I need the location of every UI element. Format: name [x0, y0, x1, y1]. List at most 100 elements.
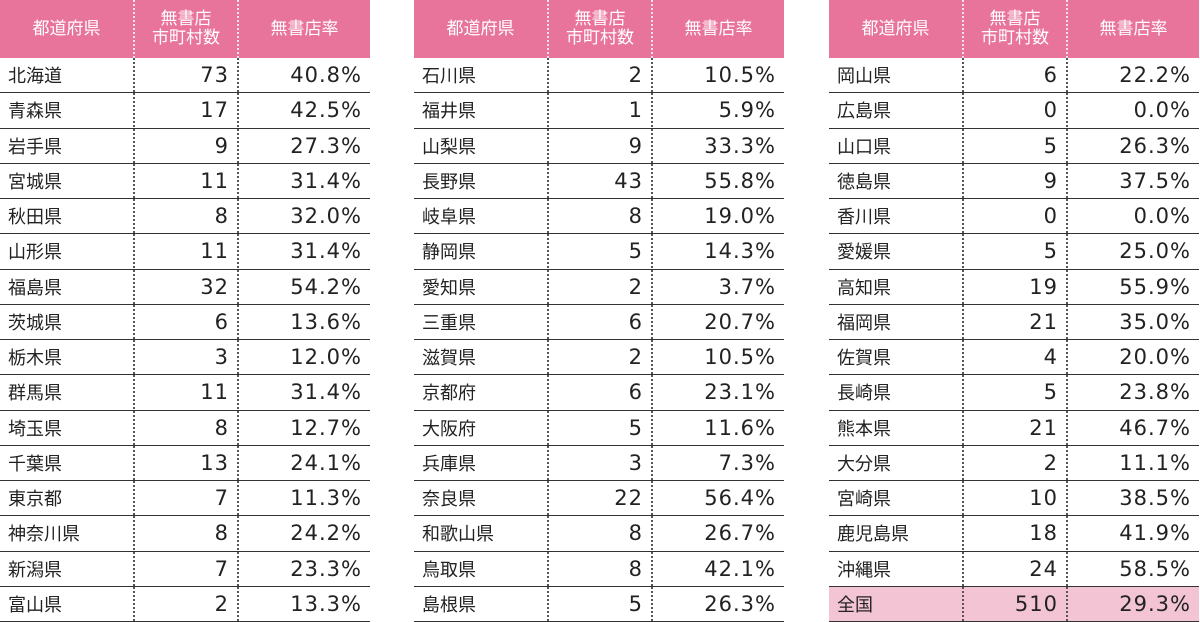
rate: 46.7%	[1066, 410, 1199, 445]
prefecture: 千葉県	[8, 453, 62, 475]
rate: 3.7%	[651, 269, 784, 304]
header-cell: 無書店率	[1066, 0, 1199, 58]
prefecture: 大阪府	[422, 418, 476, 440]
count: 5	[962, 234, 1066, 269]
prefecture: 徳島県	[837, 171, 891, 193]
rate: 58.5%	[1066, 551, 1199, 586]
count: 6	[547, 304, 651, 339]
prefecture: 京都府	[422, 383, 476, 405]
prefecture: 宮崎県	[837, 489, 891, 510]
prefecture: 青森県	[8, 101, 62, 123]
prefecture: 栃木県	[8, 348, 62, 369]
rate: 11.1%	[1066, 445, 1199, 480]
rate: 19.0%	[651, 199, 784, 233]
table: 都道府県 無書店 市町村数 無書店率 北海道 73 40.8% 青森県 17 42.5% 岩手県 9…	[0, 0, 370, 622]
rate: 24.1%	[237, 445, 370, 480]
rate: 40.8%	[237, 58, 370, 92]
count: 8	[547, 551, 651, 586]
count: 18	[962, 516, 1066, 551]
count: 1	[547, 93, 651, 128]
rate: 42.5%	[237, 93, 370, 128]
table-row: 山梨県 9 33.3%	[414, 128, 784, 164]
rate: 26.3%	[1066, 128, 1199, 163]
rate: 11.3%	[237, 481, 370, 515]
table-row: 徳島県 9 37.5%	[829, 163, 1199, 199]
table-row: 広島県 0 0.0%	[829, 93, 1199, 129]
header-cell: 都道府県	[32, 18, 101, 39]
prefecture: 和歌山県	[422, 524, 494, 546]
table-row: 沖縄県 24 58.5%	[829, 551, 1199, 587]
count: 6	[962, 58, 1066, 92]
table-row: 岡山県 6 22.2%	[829, 58, 1199, 94]
rate: 55.8%	[651, 163, 784, 198]
rate: 37.5%	[1066, 163, 1199, 198]
table-row: 大分県 2 11.1%	[829, 445, 1199, 481]
table-row: 福井県 1 5.9%	[414, 93, 784, 129]
rate: 23.3%	[237, 551, 370, 586]
count: 8	[133, 199, 237, 233]
table-row: 岩手県 9 27.3%	[0, 128, 370, 164]
count: 5	[547, 234, 651, 269]
prefecture: 新潟県	[8, 559, 62, 581]
table-row: 和歌山県 8 26.7%	[414, 516, 784, 552]
count: 5	[962, 128, 1066, 163]
rate: 0.0%	[1066, 199, 1199, 233]
count: 9	[962, 163, 1066, 198]
rate: 10.5%	[651, 58, 784, 92]
table-row: 長野県 43 55.8%	[414, 163, 784, 199]
table-row: 佐賀県 4 20.0%	[829, 340, 1199, 376]
rate: 54.2%	[237, 269, 370, 304]
count: 2	[547, 58, 651, 92]
rate: 27.3%	[237, 128, 370, 163]
count: 43	[547, 163, 651, 198]
prefecture: 北海道	[8, 66, 62, 87]
header-cell: 無書店率	[651, 0, 784, 58]
table-row: 神奈川県 8 24.2%	[0, 516, 370, 552]
prefecture: 岡山県	[837, 66, 891, 87]
table-row: 千葉県 13 24.1%	[0, 445, 370, 481]
table-header: 都道府県 無書店 市町村数 無書店率	[0, 0, 370, 58]
header-cell: 無書店 市町村数	[133, 0, 237, 58]
rate: 23.1%	[651, 375, 784, 410]
prefecture: 山梨県	[422, 136, 476, 158]
rate: 12.0%	[237, 340, 370, 374]
table-row: 愛知県 2 3.7%	[414, 269, 784, 305]
table-row: 北海道 73 40.8%	[0, 58, 370, 94]
header-cell: 都道府県	[861, 18, 930, 39]
prefecture: 沖縄県	[837, 559, 891, 581]
rate: 20.0%	[1066, 340, 1199, 374]
prefecture: 福井県	[422, 101, 476, 123]
count: 11	[133, 163, 237, 198]
prefecture: 石川県	[422, 66, 476, 87]
table-row: 群馬県 11 31.4%	[0, 375, 370, 411]
rate: 38.5%	[1066, 481, 1199, 515]
count: 510	[962, 586, 1066, 621]
prefecture: 熊本県	[837, 418, 891, 440]
count: 8	[133, 410, 237, 445]
count: 7	[133, 551, 237, 586]
table-row: 大阪府 5 11.6%	[414, 410, 784, 446]
count: 2	[133, 586, 237, 621]
rate: 14.3%	[651, 234, 784, 269]
prefecture: 山口県	[837, 136, 891, 158]
prefecture: 茨城県	[8, 312, 62, 334]
rate: 55.9%	[1066, 269, 1199, 304]
table-row: 山形県 11 31.4%	[0, 234, 370, 270]
prefecture: 島根県	[422, 594, 476, 616]
table-row: 宮城県 11 31.4%	[0, 163, 370, 199]
table-row: 高知県 19 55.9%	[829, 269, 1199, 305]
count: 73	[133, 58, 237, 92]
table-row: 長崎県 5 23.8%	[829, 375, 1199, 411]
rate: 31.4%	[237, 234, 370, 269]
table-row: 愛媛県 5 25.0%	[829, 234, 1199, 270]
count: 8	[547, 516, 651, 551]
rate: 41.9%	[1066, 516, 1199, 551]
count: 5	[962, 375, 1066, 410]
rate: 7.3%	[651, 445, 784, 480]
table-row: 香川県 0 0.0%	[829, 199, 1199, 235]
count: 7	[133, 481, 237, 515]
count: 6	[547, 375, 651, 410]
prefecture: 滋賀県	[422, 348, 476, 369]
table-row: 熊本県 21 46.7%	[829, 410, 1199, 446]
